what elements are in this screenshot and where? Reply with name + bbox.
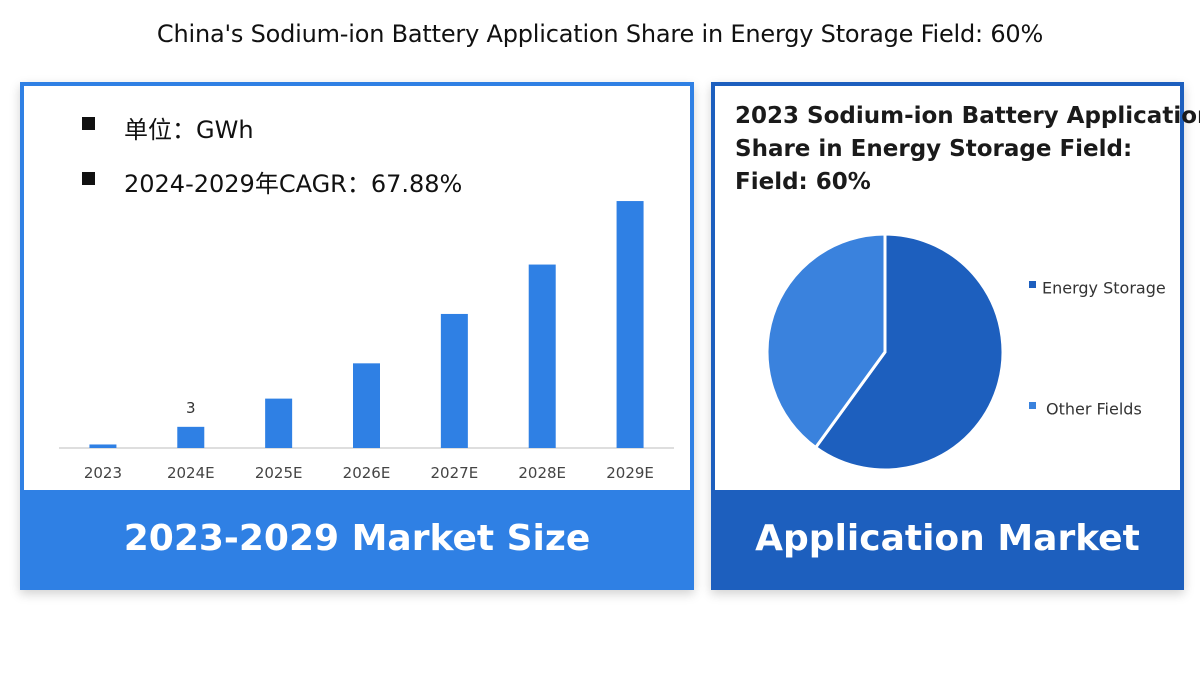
pie-title-line: 2023 Sodium-ion Battery Application xyxy=(735,103,1200,129)
legend-label: Energy Storage xyxy=(1042,279,1166,298)
x-tick-label: 2028E xyxy=(518,464,566,482)
bullet-marker-icon xyxy=(82,117,95,130)
application-market-banner: Application Market xyxy=(715,490,1180,586)
pie-slice-other-fields xyxy=(765,232,887,450)
bar-2029E xyxy=(616,201,644,448)
pie-chart: Energy Storage Other Fields xyxy=(765,232,1166,472)
bar-2024E xyxy=(177,426,205,448)
pie-title-line: Share in Energy Storage Field: xyxy=(735,136,1133,162)
legend-marker-icon xyxy=(1029,281,1036,288)
bar-2025E xyxy=(265,398,293,448)
unit-note: 单位：GWh xyxy=(124,116,254,144)
bar-2026E xyxy=(353,363,380,448)
legend-marker-icon xyxy=(1029,402,1036,409)
cagr-note: 2024-2029年CAGR：67.88% xyxy=(124,170,463,198)
x-tick-label: 2024E xyxy=(167,464,215,482)
market-size-panel: 单位：GWh 2024-2029年CAGR：67.88% 2023 2024E 3 2… xyxy=(20,82,694,590)
pie-chart-title: 2023 Sodium-ion Battery Application Shar… xyxy=(735,100,1200,199)
data-label: 3 xyxy=(186,399,196,417)
pie-slice-energy-storage xyxy=(813,232,1005,472)
x-tick-label: 2029E xyxy=(606,464,654,482)
x-tick-label: 2025E xyxy=(255,464,303,482)
x-tick-label: 2026E xyxy=(343,464,391,482)
bar-2028E xyxy=(528,264,556,448)
x-tick-label: 2023 xyxy=(84,464,122,482)
market-size-banner: 2023-2029 Market Size xyxy=(24,490,690,586)
bar-chart: 2023 2024E 3 2025E 2026E 2027E 2028E 2029E xyxy=(59,201,674,482)
pie-title-line: Field: 60% xyxy=(735,169,871,195)
legend-label: Other Fields xyxy=(1046,400,1142,419)
bar-2023 xyxy=(89,444,117,448)
page-title: China's Sodium-ion Battery Application S… xyxy=(156,20,1044,48)
application-market-panel: 2023 Sodium-ion Battery Application Shar… xyxy=(711,82,1200,590)
bullet-marker-icon xyxy=(82,172,95,185)
x-tick-label: 2027E xyxy=(431,464,479,482)
bar-2027E xyxy=(440,313,468,448)
